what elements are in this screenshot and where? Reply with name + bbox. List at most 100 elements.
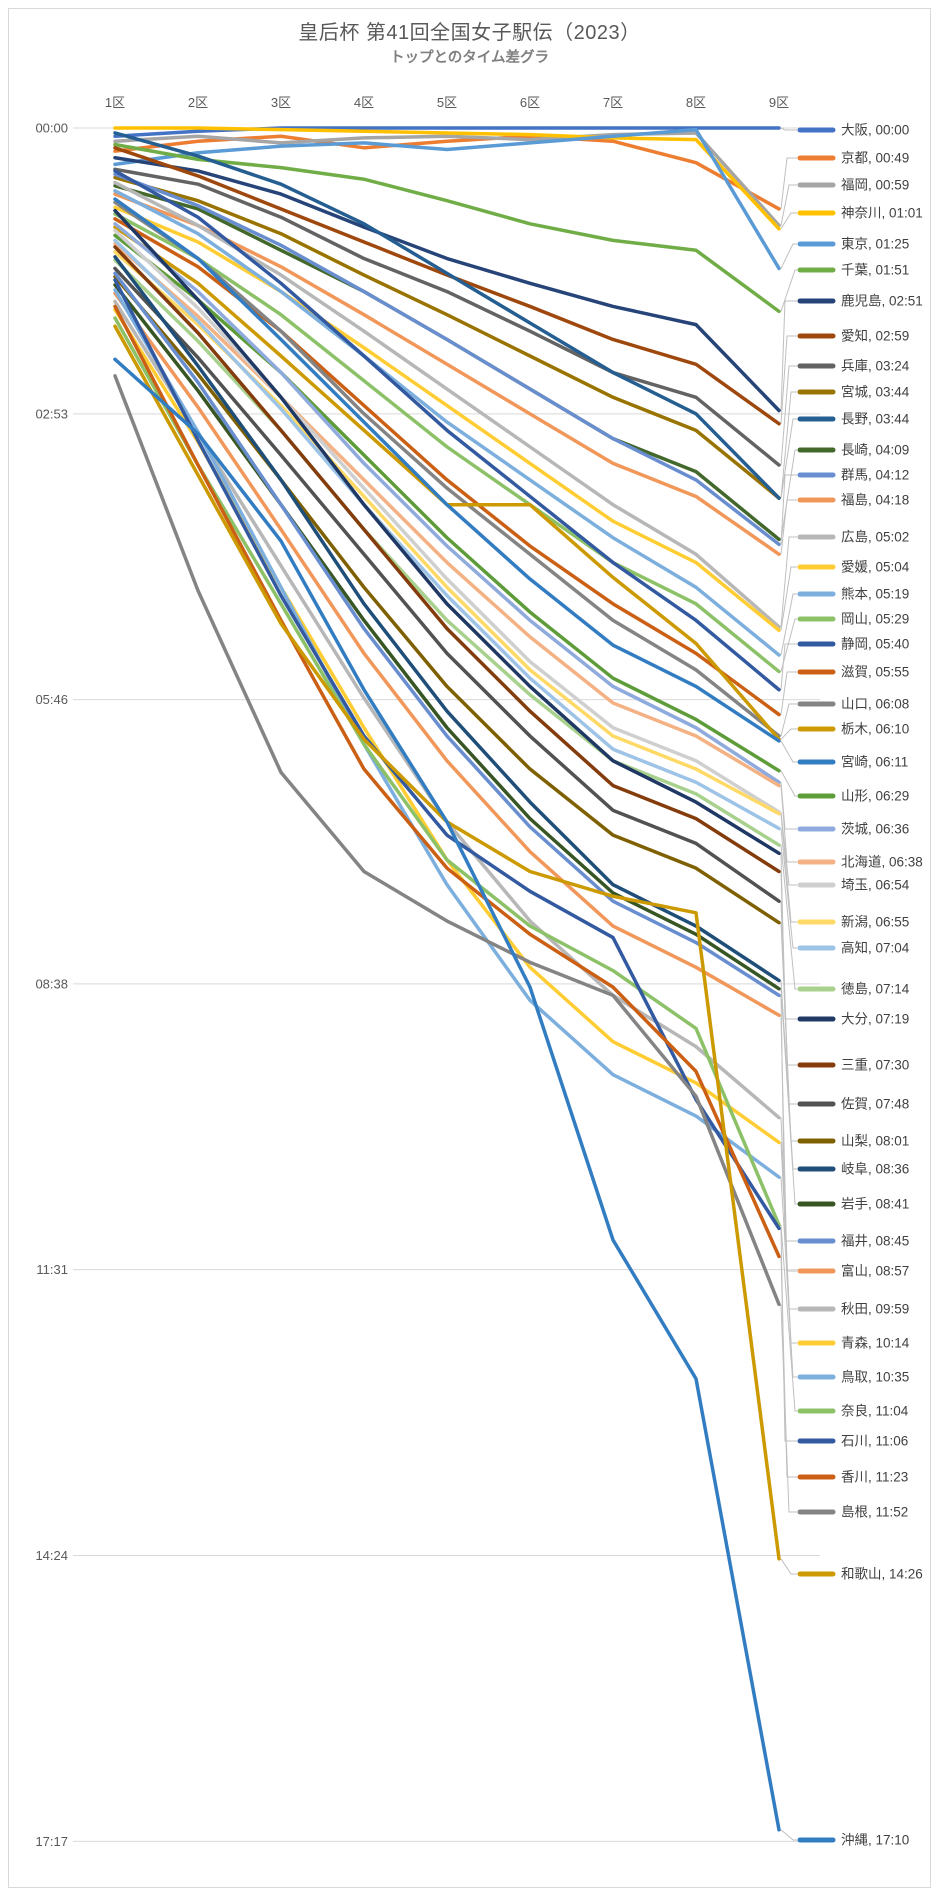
series-label-石川: 石川, 11:06 [841,1434,908,1449]
leader-line [780,269,797,312]
series-line-宮崎 [113,197,781,743]
series-line-山口 [113,200,781,738]
leader-line [780,811,797,886]
series-label-大阪: 大阪, 00:00 [841,123,909,138]
series-line-福井 [113,271,781,998]
leader-line [780,300,797,411]
leader-line [780,703,797,737]
series-label-宮崎: 宮崎, 06:11 [841,755,908,770]
series-label-群馬: 群馬, 04:12 [841,468,909,483]
series-label-佐賀: 佐賀, 07:48 [841,1097,909,1112]
y-tick-label: 08:38 [35,976,68,991]
leader-line [780,243,797,269]
series-label-長野: 長野, 03:44 [841,412,910,427]
leader-line [780,1304,797,1513]
series-label-福井: 福井, 08:45 [841,1234,909,1249]
series-label-徳島: 徳島, 07:14 [841,982,910,997]
series-line-岡山 [113,212,781,674]
series-label-秋田: 秋田, 09:59 [841,1302,909,1317]
series-label-愛媛: 愛媛, 05:04 [841,560,910,575]
chart-title: 皇后杯 第41回全国女子駅伝（2023） [298,22,641,44]
series-label-茨城: 茨城, 06:36 [841,822,909,837]
series-line-千葉 [113,142,781,314]
series-label-島根: 島根, 11:52 [841,1505,908,1520]
series-label-福島: 福島, 04:18 [841,493,909,508]
leader-line [780,618,797,672]
leader-line [780,418,797,499]
leader-line [780,157,797,210]
x-axis-label: 2区 [188,95,208,110]
series-label-長崎: 長崎, 04:09 [841,443,909,458]
series-label-神奈川: 神奈川, 01:01 [841,206,923,221]
leader-line [780,671,797,715]
leader-line [780,184,797,226]
y-tick-label: 02:53 [35,406,68,421]
leader-line [780,785,797,863]
series-label-青森: 青森, 10:14 [841,1336,910,1351]
series-line-愛媛 [113,205,781,633]
series-line-熊本 [113,189,781,657]
leader-line [780,845,797,990]
series-line-奈良 [113,316,781,1227]
series-label-奈良: 奈良, 11:04 [841,1404,909,1419]
leader-line [780,813,797,923]
series-line-岩手 [113,283,781,991]
x-axis-label: 3区 [271,95,291,110]
leader-line [780,335,797,424]
series-line-香川 [113,304,781,1259]
series-label-山口: 山口, 06:08 [841,697,909,712]
series-label-高知: 高知, 07:04 [841,940,910,956]
series-line-宮城 [113,175,781,500]
x-axis-label: 6区 [520,95,540,110]
y-tick-label: 00:00 [35,121,68,136]
chart-subtitle: トップとのタイム差グラ [389,50,550,66]
series-label-千葉: 千葉, 01:51 [841,263,909,278]
series-line-埼玉 [113,228,781,814]
series-label-三重: 三重, 07:30 [841,1058,909,1073]
series-line-大分 [113,208,781,856]
series-line-静岡 [113,169,781,692]
y-tick-label: 11:31 [36,1262,68,1277]
series-label-山梨: 山梨, 08:01 [841,1134,909,1149]
leader-line [780,1225,797,1412]
x-axis-label: 4区 [354,95,374,110]
series-label-鹿児島: 鹿児島, 02:51 [841,293,923,309]
series-line-島根 [113,374,781,1307]
series-line-京都 [113,134,781,211]
x-axis-label: 9区 [769,95,789,110]
series-line-三重 [113,245,781,874]
leader-line [780,127,797,131]
series-label-沖縄: 沖縄, 17:10 [841,1833,909,1848]
series-label-福岡: 福岡, 00:59 [841,178,909,193]
leader-line [780,1558,797,1575]
leader-line [780,728,797,740]
leader-line [780,365,797,466]
x-axis-label: 7区 [603,95,623,110]
series-line-栃木 [113,225,781,742]
chart-border [8,8,931,1888]
series-line-茨城 [113,222,781,785]
series-label-大分: 大分, 07:19 [841,1012,909,1027]
series-label-和歌山: 和歌山, 14:26 [841,1567,923,1582]
series-label-岐阜: 岐阜, 08:36 [841,1161,909,1177]
leader-line [780,643,797,690]
series-line-沖縄 [113,357,781,1832]
leader-line [780,988,797,1205]
series-line-徳島 [113,258,781,847]
series-line-山梨 [113,274,781,925]
y-tick-label: 05:46 [35,692,68,707]
series-line-山形 [113,233,781,773]
series-line-富山 [113,291,781,1017]
series-label-富山: 富山, 08:57 [841,1263,909,1279]
leader-line [780,1256,797,1478]
series-label-栃木: 栃木, 06:10 [841,722,909,737]
series-label-広島: 広島, 05:02 [841,530,909,545]
series-line-鳥取 [113,288,781,1179]
series-label-兵庫: 兵庫, 03:24 [841,359,910,374]
series-line-佐賀 [113,266,781,903]
series-label-静岡: 静岡, 05:40 [841,637,909,652]
series-line-鹿児島 [113,155,781,413]
series-label-山形: 山形, 06:29 [841,789,909,804]
series-label-京都: 京都, 00:49 [841,151,909,166]
